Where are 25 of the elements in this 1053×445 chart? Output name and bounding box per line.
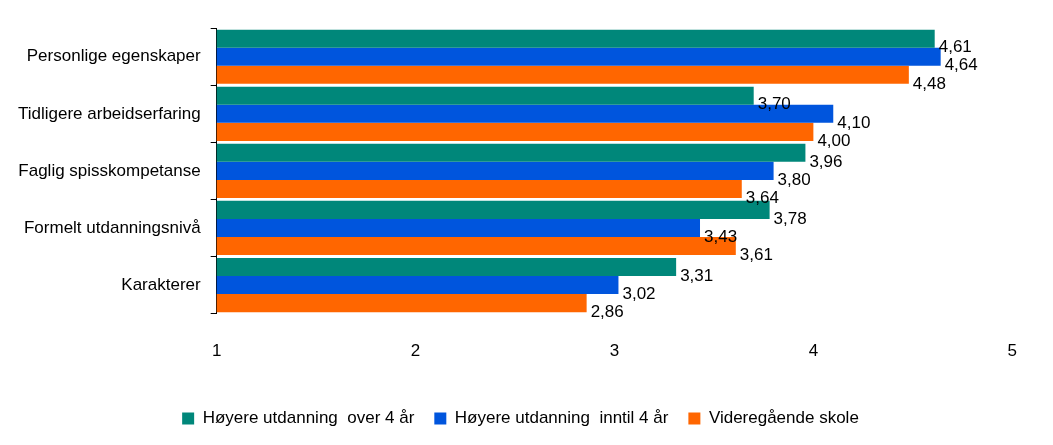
y-tick-label: Faglig spisskompetanse bbox=[18, 160, 201, 180]
data-label: 2,86 bbox=[590, 301, 624, 321]
data-label: 3,80 bbox=[777, 169, 811, 189]
x-tick-label: 3 bbox=[609, 341, 620, 361]
data-label: 3,31 bbox=[680, 265, 714, 285]
y-tick-label: Personlige egenskaper bbox=[26, 46, 202, 66]
y-tick-label: Tidligere arbeidserfaring bbox=[18, 103, 201, 123]
data-label: 3,96 bbox=[809, 151, 843, 171]
data-label: 3,61 bbox=[739, 244, 773, 264]
data-label: 3,02 bbox=[622, 283, 656, 303]
x-tick-label: 4 bbox=[808, 341, 819, 361]
y-tick-label: Formelt utdanningsnivå bbox=[23, 217, 202, 237]
data-label: 4,00 bbox=[817, 130, 851, 150]
legend-label: Høyere utdanning inntil 4 år bbox=[454, 408, 669, 428]
y-tick-label: Karakterer bbox=[121, 274, 202, 294]
data-label: 4,64 bbox=[944, 55, 978, 75]
data-label: 4,48 bbox=[912, 73, 946, 93]
x-tick-label: 2 bbox=[410, 341, 421, 361]
legend-label: Videregående skole bbox=[708, 408, 859, 428]
data-label: 4,61 bbox=[938, 37, 972, 57]
data-label: 4,10 bbox=[837, 112, 871, 132]
legend-label: Høyere utdanning over 4 år bbox=[202, 408, 415, 428]
data-label: 3,78 bbox=[773, 208, 807, 228]
x-tick-label: 5 bbox=[1007, 341, 1018, 361]
x-tick-label: 1 bbox=[211, 341, 222, 361]
